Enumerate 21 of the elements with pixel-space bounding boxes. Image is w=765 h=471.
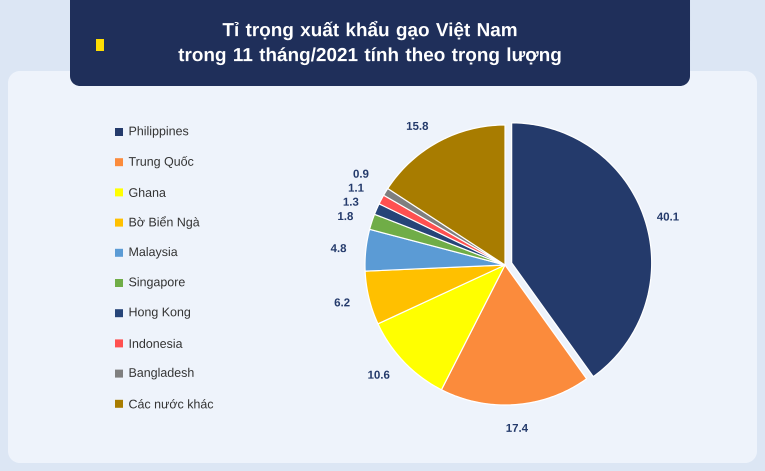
legend-label: Bangladesh	[130, 368, 194, 380]
legend-label: Ghana	[129, 188, 166, 197]
data-label: 40.1	[656, 212, 679, 221]
legend-label: Malaysia	[130, 246, 178, 259]
legend-label: Indonesia	[130, 338, 183, 348]
legend-label: Các nước khác	[129, 399, 214, 408]
data-label: 10.6	[368, 370, 390, 379]
legend-label: Singapore	[129, 277, 185, 289]
legend-label: Trung Quốc	[128, 156, 194, 168]
data-label: 17.4	[506, 424, 528, 432]
chart-title: Tỉ trọng xuất khẩu gạo Việt Nam trong 11 tháng/2021 tính theo trọng lượng	[178, 20, 561, 66]
data-label: 6.2	[334, 298, 350, 306]
data-label: 1.1	[348, 184, 364, 192]
data-label: 4.8	[330, 244, 346, 252]
data-label: 15.8	[406, 122, 428, 130]
data-label: 0.9	[353, 170, 368, 178]
data-label: 1.8	[338, 212, 353, 220]
legend-label: Philippines	[130, 126, 188, 138]
legend-label: Bờ Biển Ngà	[130, 216, 200, 229]
data-label: 1.3	[344, 198, 358, 206]
legend-label: Hong Kong	[130, 308, 190, 319]
